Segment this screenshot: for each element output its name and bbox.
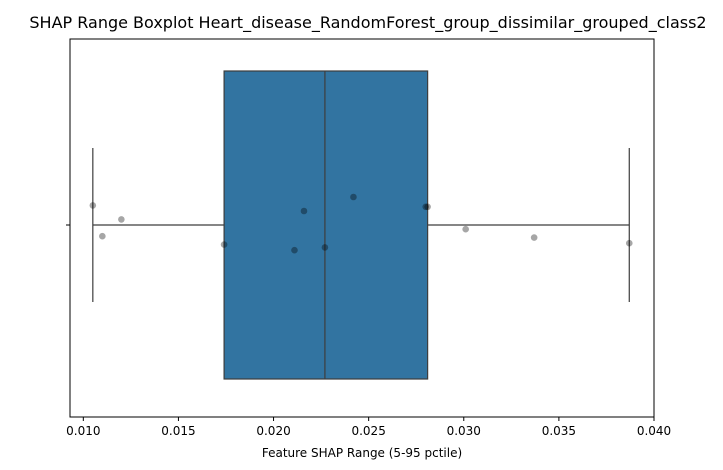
data-point	[321, 244, 329, 251]
box-iqr	[223, 70, 429, 380]
chart-title: SHAP Range Boxplot Heart_disease_RandomF…	[29, 13, 706, 33]
data-point	[625, 239, 633, 247]
plot-area	[89, 70, 633, 380]
x-axis: 0.010 0.015 0.020 0.025 0.030 0.035 0.040	[66, 417, 671, 438]
x-tick-label: 0.010	[66, 424, 100, 438]
data-point	[300, 207, 308, 215]
x-tick-label: 0.025	[351, 424, 385, 438]
data-point	[530, 234, 538, 241]
x-tick-label: 0.015	[161, 424, 195, 438]
data-point	[422, 203, 430, 211]
data-point	[291, 246, 298, 254]
x-tick-label: 0.040	[637, 424, 671, 438]
x-axis-label: Feature SHAP Range (5-95 pctile)	[262, 446, 462, 460]
x-tick-label: 0.020	[256, 424, 290, 438]
x-tick-label: 0.035	[542, 424, 576, 438]
data-point	[118, 216, 125, 223]
data-point	[462, 225, 469, 233]
data-point	[99, 232, 106, 240]
data-point	[350, 193, 357, 201]
data-point	[89, 202, 97, 209]
data-point	[424, 203, 431, 211]
x-tick-label: 0.030	[447, 424, 481, 438]
plot-frame	[69, 38, 655, 418]
data-point	[220, 241, 228, 248]
